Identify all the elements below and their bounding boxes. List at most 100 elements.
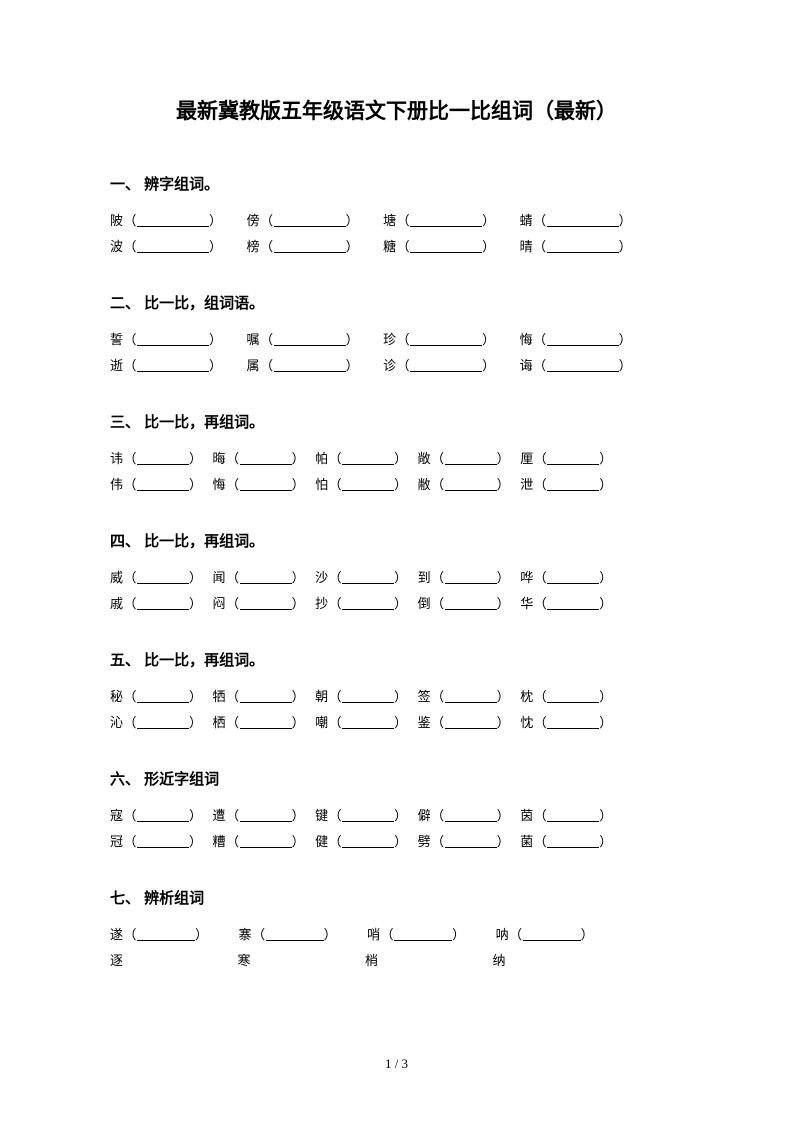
answer-blank[interactable] — [240, 808, 292, 822]
right-paren: ） — [497, 591, 511, 617]
left-paren: （ — [397, 327, 411, 353]
answer-blank[interactable] — [342, 808, 394, 822]
page-footer: 1 / 3 — [0, 1056, 793, 1072]
character: 榜 — [247, 234, 261, 260]
answer-blank[interactable] — [445, 451, 497, 465]
answer-blank[interactable] — [137, 213, 209, 227]
answer-blank[interactable] — [137, 689, 189, 703]
answer-blank[interactable] — [445, 596, 497, 610]
answer-blank[interactable] — [342, 834, 394, 848]
answer-blank[interactable] — [137, 239, 209, 253]
answer-blank[interactable] — [410, 213, 482, 227]
answer-blank[interactable] — [240, 834, 292, 848]
answer-blank[interactable] — [342, 570, 394, 584]
answer-blank[interactable] — [240, 689, 292, 703]
answer-blank[interactable] — [547, 332, 619, 346]
left-paren: （ — [329, 710, 343, 736]
exercise-row: 波（）榜（）糖（）晴（） — [110, 234, 683, 260]
answer-blank[interactable] — [445, 689, 497, 703]
document-title: 最新冀教版五年级语文下册比一比组词（最新） — [110, 95, 683, 125]
right-paren: ） — [497, 684, 511, 710]
answer-blank[interactable] — [547, 213, 619, 227]
answer-blank[interactable] — [547, 834, 599, 848]
answer-blank[interactable] — [240, 451, 292, 465]
answer-blank[interactable] — [547, 808, 599, 822]
left-paren: （ — [329, 446, 343, 472]
character: 嘱 — [247, 327, 261, 353]
character: 冠 — [110, 829, 124, 855]
answer-blank[interactable] — [240, 596, 292, 610]
left-paren: （ — [431, 829, 445, 855]
character: 敝 — [418, 472, 432, 498]
answer-blank[interactable] — [137, 477, 189, 491]
right-paren: ） — [394, 591, 408, 617]
answer-blank[interactable] — [547, 477, 599, 491]
answer-blank[interactable] — [547, 358, 619, 372]
answer-blank[interactable] — [445, 808, 497, 822]
answer-blank[interactable] — [445, 477, 497, 491]
section-7: 七、 辨析组词遂（）寨（）哨（）呐（）逐寒梢纳 — [110, 887, 683, 974]
left-paren: （ — [329, 591, 343, 617]
right-paren: ） — [394, 684, 408, 710]
answer-blank[interactable] — [410, 239, 482, 253]
answer-blank[interactable] — [342, 715, 394, 729]
answer-blank[interactable] — [523, 927, 581, 941]
answer-blank[interactable] — [137, 570, 189, 584]
character: 敞 — [418, 446, 432, 472]
answer-blank[interactable] — [274, 332, 346, 346]
answer-blank[interactable] — [240, 570, 292, 584]
left-paren: （ — [124, 684, 138, 710]
answer-blank[interactable] — [547, 570, 599, 584]
character: 呐 — [496, 922, 510, 948]
left-paren: （ — [534, 803, 548, 829]
right-paren: ） — [209, 208, 223, 234]
answer-blank[interactable] — [274, 239, 346, 253]
answer-blank[interactable] — [547, 596, 599, 610]
answer-blank[interactable] — [547, 451, 599, 465]
section-heading: 六、 形近字组词 — [110, 768, 683, 789]
character: 键 — [315, 803, 329, 829]
answer-blank[interactable] — [274, 358, 346, 372]
answer-blank[interactable] — [445, 834, 497, 848]
character: 菌 — [520, 829, 534, 855]
answer-blank[interactable] — [240, 715, 292, 729]
answer-blank[interactable] — [547, 689, 599, 703]
answer-blank[interactable] — [137, 927, 195, 941]
answer-blank[interactable] — [274, 213, 346, 227]
right-paren: ） — [394, 472, 408, 498]
answer-blank[interactable] — [342, 477, 394, 491]
answer-blank[interactable] — [342, 596, 394, 610]
answer-blank[interactable] — [547, 239, 619, 253]
answer-blank[interactable] — [137, 715, 189, 729]
right-paren: ） — [599, 684, 613, 710]
section-2: 二、 比一比，组词语。誓（）嘱（）珍（）悔（）逝（）属（）诊（）诲（） — [110, 292, 683, 379]
sections-container: 一、 辨字组词。陂（）傍（）塘（）蜻（）波（）榜（）糖（）晴（）二、 比一比，组… — [110, 173, 683, 974]
answer-blank[interactable] — [137, 834, 189, 848]
character: 闻 — [213, 565, 227, 591]
section-heading: 四、 比一比，再组词。 — [110, 530, 683, 551]
answer-blank[interactable] — [137, 596, 189, 610]
answer-blank[interactable] — [445, 570, 497, 584]
character: 牺 — [213, 684, 227, 710]
left-paren: （ — [431, 591, 445, 617]
answer-blank[interactable] — [410, 358, 482, 372]
answer-blank[interactable] — [394, 927, 452, 941]
right-paren: ） — [599, 803, 613, 829]
character: 厘 — [520, 446, 534, 472]
character: 蜻 — [520, 208, 534, 234]
answer-blank[interactable] — [137, 808, 189, 822]
left-paren: （ — [124, 208, 138, 234]
right-paren: ） — [394, 829, 408, 855]
answer-blank[interactable] — [547, 715, 599, 729]
answer-blank[interactable] — [342, 451, 394, 465]
right-paren: ） — [292, 591, 306, 617]
answer-blank[interactable] — [137, 451, 189, 465]
right-paren: ） — [292, 565, 306, 591]
answer-blank[interactable] — [410, 332, 482, 346]
answer-blank[interactable] — [137, 332, 209, 346]
answer-blank[interactable] — [137, 358, 209, 372]
answer-blank[interactable] — [240, 477, 292, 491]
answer-blank[interactable] — [266, 927, 324, 941]
answer-blank[interactable] — [445, 715, 497, 729]
answer-blank[interactable] — [342, 689, 394, 703]
